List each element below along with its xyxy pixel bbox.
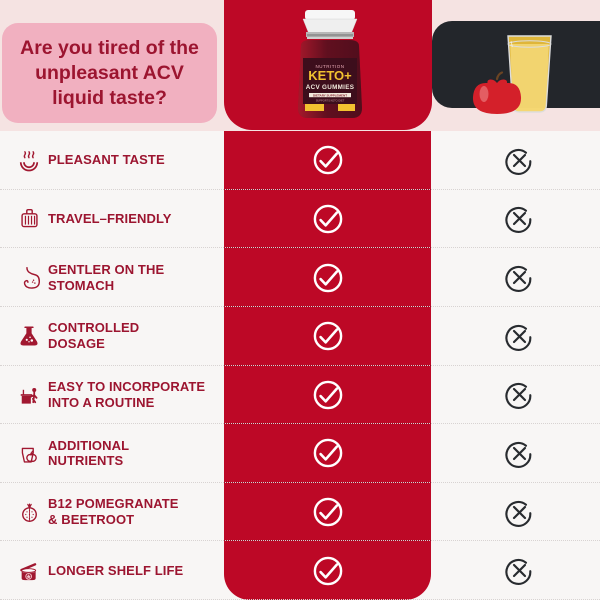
- svg-text:ACV GUMMIES: ACV GUMMIES: [306, 84, 354, 91]
- svg-text:SUPPORTS KETO DIET: SUPPORTS KETO DIET: [316, 99, 345, 103]
- svg-text:KETO+: KETO+: [308, 68, 352, 83]
- svg-text:DIETARY SUPPLEMENT: DIETARY SUPPLEMENT: [313, 93, 347, 97]
